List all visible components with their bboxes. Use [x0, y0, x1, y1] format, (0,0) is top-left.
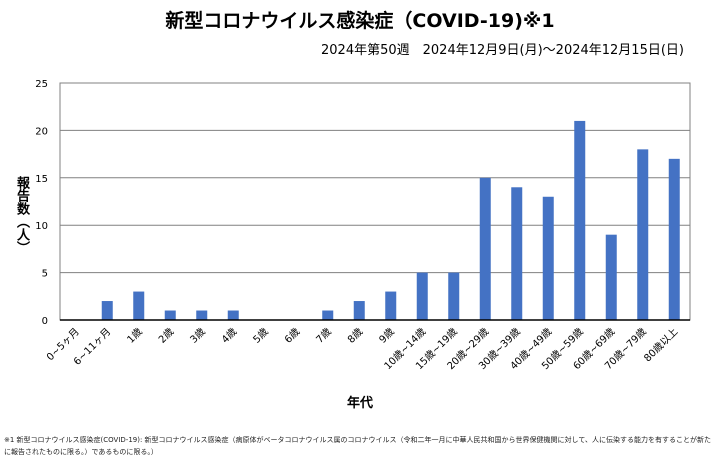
bar	[101, 301, 113, 320]
bar	[668, 158, 680, 320]
chart-title: 新型コロナウイルス感染症（COVID-19)※1	[165, 10, 555, 32]
bar	[542, 196, 554, 320]
bar	[416, 272, 428, 320]
plot-border	[59, 82, 691, 321]
y-axis-label: 報告数（人）	[14, 176, 29, 254]
x-tick-label: 9歳	[377, 326, 397, 346]
bar	[196, 310, 208, 320]
bar	[637, 149, 649, 320]
x-tick-label: 3歳	[188, 326, 208, 346]
y-tick-label: 25	[35, 79, 48, 90]
x-tick-label: 80歳以上	[642, 326, 681, 365]
bar	[511, 187, 523, 320]
y-tick-label: 0	[42, 316, 48, 327]
bar	[479, 177, 491, 320]
bar	[605, 234, 617, 320]
x-tick-label: 7歳	[314, 326, 334, 346]
bar	[164, 310, 176, 320]
x-tick-label: 5歳	[251, 326, 271, 346]
bar	[448, 272, 460, 320]
bar	[322, 310, 334, 320]
bar	[133, 291, 145, 320]
x-tick-label: 4歳	[219, 326, 239, 346]
x-tick-label: 1歳	[125, 326, 145, 346]
y-tick-label: 20	[35, 126, 48, 137]
x-tick-label: 8歳	[345, 326, 365, 346]
x-axis-label: 年代	[346, 396, 373, 411]
chart-subtitle: 2024年第50週 2024年12月9日(月)～2024年12月15日(日)	[321, 43, 684, 58]
y-tick-label: 10	[35, 221, 48, 232]
bar	[227, 310, 239, 320]
bar	[385, 291, 397, 320]
x-tick-label: 6歳	[282, 326, 302, 346]
bar	[353, 301, 365, 320]
footnote: ※1 新型コロナウイルス感染症(COVID-19): 新型コロナウイルス感染症（…	[4, 436, 711, 456]
y-tick-label: 5	[42, 269, 48, 280]
bar	[574, 120, 586, 320]
x-tick-label: 2歳	[156, 326, 176, 346]
y-tick-label: 15	[35, 174, 48, 185]
